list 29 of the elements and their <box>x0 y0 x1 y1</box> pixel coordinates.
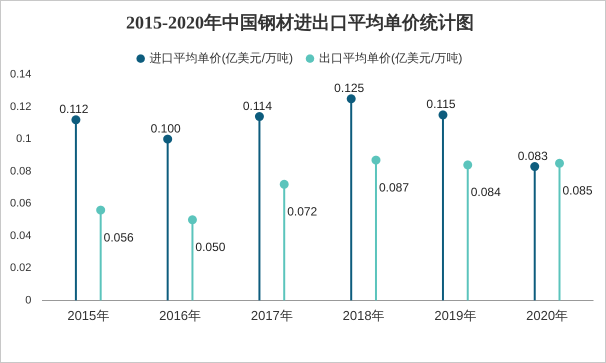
chart-title: 2015-2020年中国钢材进出口平均单价统计图 <box>126 12 474 32</box>
data-label: 0.056 <box>104 230 134 244</box>
x-tick-label: 2017年 <box>250 308 293 323</box>
legend-label: 进口平均单价(亿美元/万吨) <box>150 50 294 65</box>
data-label: 0.087 <box>378 180 410 194</box>
y-tick-label: 0.14 <box>10 68 32 81</box>
x-tick-label: 2018年 <box>342 308 385 323</box>
legend-label: 出口平均单价(亿美元/万吨) <box>319 50 462 65</box>
y-tick-label: 0.06 <box>10 198 32 210</box>
y-tick-label: 0.04 <box>10 230 32 242</box>
data-label: 0.085 <box>562 184 593 198</box>
data-label: 0.115 <box>426 97 456 112</box>
data-label: 0.114 <box>242 98 272 113</box>
x-tick-label: 2019年 <box>434 308 476 323</box>
x-tick-label: 2015年 <box>67 308 110 323</box>
data-label: 0.112 <box>59 102 89 116</box>
y-tick-label: 0.1 <box>16 133 32 146</box>
data-label: 0.050 <box>195 240 226 254</box>
data-label: 0.072 <box>287 204 318 219</box>
x-tick-label: 2020年 <box>526 308 568 323</box>
data-label: 0.084 <box>470 185 502 200</box>
data-label: 0.125 <box>334 81 365 96</box>
y-tick-label: 0.12 <box>10 100 32 113</box>
data-label: 0.100 <box>150 121 182 136</box>
y-tick-label: 0 <box>25 294 32 306</box>
x-tick-label: 2016年 <box>159 308 202 323</box>
y-tick-label: 0.02 <box>10 262 32 274</box>
y-tick-label: 0.08 <box>10 165 32 178</box>
data-label: 0.083 <box>518 148 548 163</box>
